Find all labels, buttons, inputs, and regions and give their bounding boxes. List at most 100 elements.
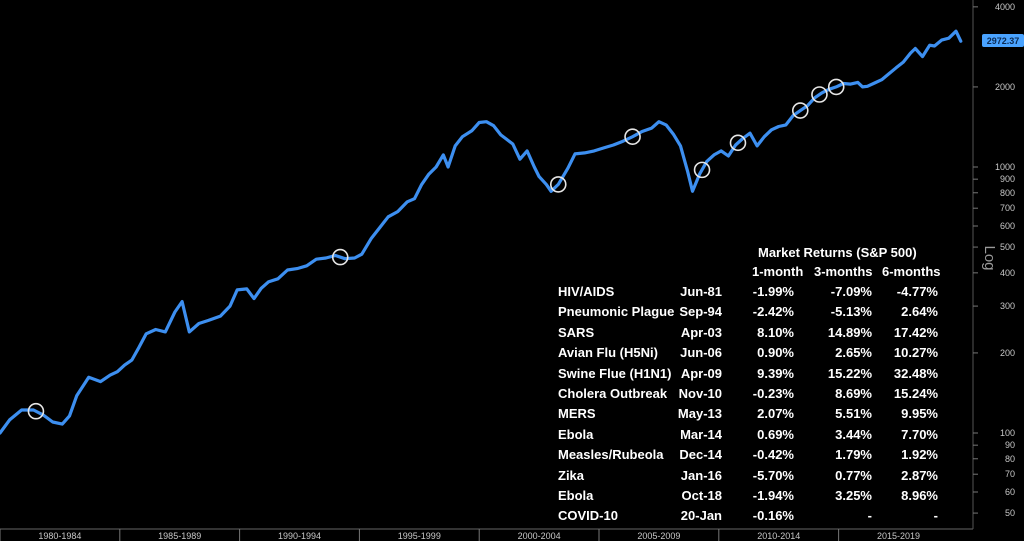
event-date: Jun-06 xyxy=(680,345,722,361)
event-marker xyxy=(729,134,747,152)
table-row: HIV/AIDS Jun-81 -1.99% -7.09% -4.77% xyxy=(556,284,948,304)
event-markers xyxy=(27,78,845,420)
return-3-months: -7.09% xyxy=(830,284,872,299)
y-tick-label: 200 xyxy=(1000,348,1015,358)
return-1-month: 9.39% xyxy=(757,365,794,381)
y-tick-label: 50 xyxy=(1005,508,1015,518)
event-date: Mar-14 xyxy=(680,426,722,442)
x-period-label: 2000-2004 xyxy=(518,531,561,541)
event-marker xyxy=(827,78,845,96)
table-row: Ebola Mar-14 0.69% 3.44% 7.70% xyxy=(556,427,948,447)
event-marker xyxy=(624,128,641,145)
y-tick-label: 4000 xyxy=(995,2,1015,12)
return-3-months: 14.89% xyxy=(827,324,872,340)
event-marker xyxy=(549,176,567,193)
y-tick-label: 60 xyxy=(1005,487,1015,497)
return-1-month: 2.07% xyxy=(757,406,794,422)
table-row: Zika Jan-16 -5.70% 0.77% 2.87% xyxy=(556,468,948,488)
y-tick-label: 400 xyxy=(1000,268,1015,278)
x-period-label: 1990-1994 xyxy=(278,531,321,541)
return-3-months: -5.13% xyxy=(830,304,872,320)
return-6-months: 17.42% xyxy=(893,324,938,340)
last-value-badge: 2972.37 xyxy=(982,34,1024,47)
y-tick-label: 800 xyxy=(1000,188,1015,198)
x-axis: 1980-1984 1985-1989 1990-1994 1995-1999 2000… xyxy=(0,528,973,541)
event-name: MERS xyxy=(558,406,596,422)
table-row: Cholera Outbreak Nov-10 -0.23% 8.69% 15.24% xyxy=(556,386,948,406)
table-row: Swine Flue (H1N1) Apr-09 9.39% 15.22% 32.48% xyxy=(556,366,948,386)
return-3-months: 1.79% xyxy=(835,447,872,463)
return-6-months: 8.96% xyxy=(901,488,938,503)
event-name: SARS xyxy=(558,324,595,340)
return-6-months: 9.95% xyxy=(901,406,938,422)
event-marker xyxy=(331,248,349,266)
x-period-label: 1985-1989 xyxy=(158,531,201,541)
y-tick-label: 100 xyxy=(1000,428,1015,438)
x-period-label: 2015-2019 xyxy=(877,531,920,541)
event-marker xyxy=(791,102,809,119)
return-6-months: -4.77% xyxy=(896,284,938,299)
col-header-3-months: 3-months xyxy=(814,264,873,279)
event-date: Oct-18 xyxy=(681,488,722,503)
return-3-months: 8.69% xyxy=(835,386,872,401)
return-3-months: 5.51% xyxy=(835,406,872,422)
return-6-months: 7.70% xyxy=(901,426,938,442)
col-header-1-month: 1-month xyxy=(752,264,804,279)
y-tick-label: 70 xyxy=(1005,469,1015,479)
return-1-month: -0.23% xyxy=(752,386,794,401)
return-1-month: 0.90% xyxy=(757,345,794,361)
y-tick-label: 80 xyxy=(1005,454,1015,464)
y-tick-label: 600 xyxy=(1000,221,1015,231)
y-axis-label: Log xyxy=(981,245,998,270)
table-row: SARS Apr-03 8.10% 14.89% 17.42% xyxy=(556,325,948,345)
table-title: Market Returns (S&P 500) xyxy=(758,245,917,260)
col-header-6-months: 6-months xyxy=(882,264,941,279)
return-3-months: - xyxy=(867,508,872,524)
event-date: Apr-03 xyxy=(680,324,722,340)
x-period-label: 2005-2009 xyxy=(637,531,680,541)
return-3-months: 0.77% xyxy=(835,467,872,483)
return-6-months: 2.87% xyxy=(901,467,938,483)
return-1-month: -2.42% xyxy=(752,304,794,320)
event-date: May-13 xyxy=(677,406,722,422)
last-value-label: 2972.37 xyxy=(987,36,1020,46)
event-name: Pneumonic Plague xyxy=(558,304,675,320)
return-6-months: 32.48% xyxy=(893,365,938,381)
return-6-months: 2.64% xyxy=(901,304,938,320)
return-6-months: 1.92% xyxy=(901,447,938,463)
event-date: Dec-14 xyxy=(679,447,722,463)
event-name: COVID-10 xyxy=(558,508,618,524)
return-1-month: 0.69% xyxy=(757,426,794,442)
last-value-box xyxy=(982,34,1024,47)
y-tick-label: 700 xyxy=(1000,203,1015,213)
return-6-months: - xyxy=(933,508,938,524)
return-1-month: 8.10% xyxy=(757,324,794,340)
table-row: Measles/Rubeola Dec-14 -0.42% 1.79% 1.92% xyxy=(556,447,948,467)
event-date: Sep-94 xyxy=(679,304,722,320)
event-name: HIV/AIDS xyxy=(558,284,615,299)
return-1-month: -1.94% xyxy=(752,488,794,503)
event-date: 20-Jan xyxy=(680,508,722,524)
y-tick-label: 500 xyxy=(1000,242,1015,252)
return-3-months: 2.65% xyxy=(835,345,872,361)
table-row: Avian Flu (H5Ni) Jun-06 0.90% 2.65% 10.27% xyxy=(556,345,948,365)
return-3-months: 3.44% xyxy=(835,426,872,442)
table-row: COVID-10 20-Jan -0.16% - - xyxy=(556,508,948,528)
return-3-months: 15.22% xyxy=(827,365,872,381)
event-name: Zika xyxy=(558,467,585,483)
x-period-label: 1980-1984 xyxy=(38,531,81,541)
x-period-label: 1995-1999 xyxy=(398,531,441,541)
return-6-months: 15.24% xyxy=(893,386,938,401)
event-name: Cholera Outbreak xyxy=(558,386,668,401)
return-1-month: -0.42% xyxy=(752,447,794,463)
table-row: Pneumonic Plague Sep-94 -2.42% -5.13% 2.64% xyxy=(556,304,948,324)
event-name: Avian Flu (H5Ni) xyxy=(558,345,658,361)
return-1-month: -5.70% xyxy=(752,467,794,483)
return-3-months: 3.25% xyxy=(835,488,872,503)
return-1-month: -1.99% xyxy=(752,284,794,299)
table-row: Ebola Oct-18 -1.94% 3.25% 8.96% xyxy=(556,488,948,508)
y-tick-label: 1000 xyxy=(995,162,1015,172)
event-marker xyxy=(811,86,828,103)
y-tick-label: 900 xyxy=(1000,174,1015,184)
